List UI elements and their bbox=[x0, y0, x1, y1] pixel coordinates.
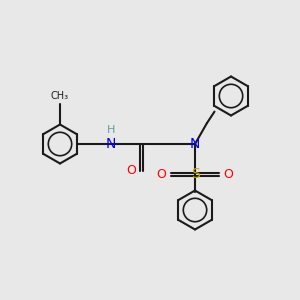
Text: H: H bbox=[107, 125, 115, 135]
Text: S: S bbox=[190, 167, 200, 181]
Text: N: N bbox=[190, 137, 200, 151]
Text: N: N bbox=[106, 137, 116, 151]
Text: O: O bbox=[224, 167, 233, 181]
Text: CH₃: CH₃ bbox=[51, 91, 69, 100]
Text: O: O bbox=[127, 164, 136, 178]
Text: O: O bbox=[157, 167, 166, 181]
